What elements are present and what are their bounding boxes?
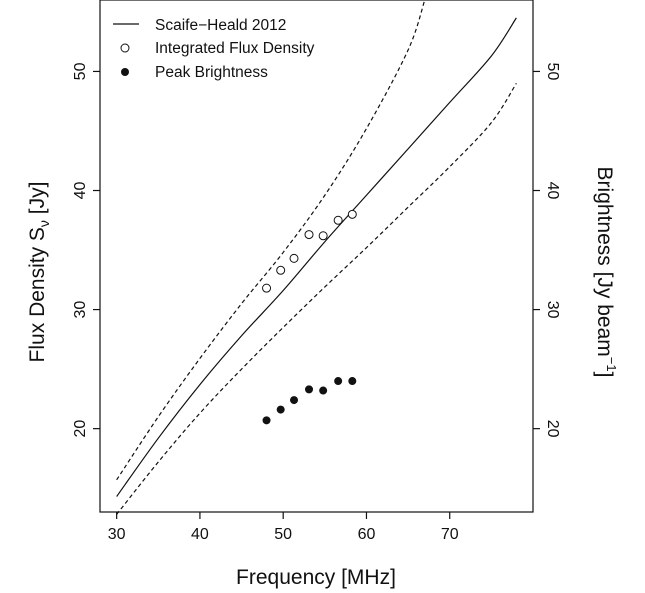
y-tick-label: 40 bbox=[72, 182, 89, 200]
y2-tick-label: 30 bbox=[544, 301, 561, 319]
integrated-flux-point bbox=[276, 265, 286, 275]
y-tick-label: 50 bbox=[72, 62, 89, 80]
model-curve bbox=[116, 17, 517, 497]
legend: Scaife−Heald 2012 Integrated Flux Densit… bbox=[113, 17, 315, 81]
x-tick-label: 50 bbox=[274, 526, 292, 543]
y-axis-left: 20 30 40 50 bbox=[72, 62, 100, 438]
x-axis-title: Frequency [MHz] bbox=[236, 566, 396, 589]
integrated-flux-point bbox=[304, 230, 314, 240]
legend-open-circle-marker bbox=[120, 43, 130, 53]
uncertainty-curve-1 bbox=[116, 0, 426, 481]
plot-frame bbox=[99, 0, 534, 513]
legend-label-model: Scaife−Heald 2012 bbox=[155, 17, 286, 34]
y2-tick-label: 20 bbox=[544, 420, 561, 438]
integrated-flux-point bbox=[289, 253, 299, 263]
y-axis-right: 20 30 40 50 bbox=[533, 63, 561, 438]
points-layer bbox=[262, 209, 357, 425]
peak-brightness-point bbox=[262, 416, 271, 425]
x-tick-label: 70 bbox=[441, 526, 459, 543]
y-axis-title: Flux Density Sν [Jy] bbox=[26, 182, 52, 363]
curves-layer bbox=[116, 0, 517, 515]
y2-tick-label: 50 bbox=[544, 63, 561, 81]
y-tick-label: 20 bbox=[72, 420, 89, 438]
y-axis-title-subscript: ν bbox=[36, 220, 52, 227]
integrated-flux-point bbox=[262, 283, 272, 293]
legend-filled-circle-marker bbox=[121, 68, 129, 76]
x-tick-label: 40 bbox=[191, 526, 209, 543]
integrated-flux-point bbox=[333, 215, 343, 225]
integrated-flux-point bbox=[318, 231, 328, 241]
peak-brightness-point bbox=[276, 405, 285, 414]
peak-brightness-point bbox=[348, 377, 357, 386]
peak-brightness-point bbox=[334, 377, 343, 386]
x-axis: 30 40 50 60 70 bbox=[108, 512, 459, 543]
x-tick-label: 60 bbox=[358, 526, 376, 543]
peak-brightness-point bbox=[319, 386, 328, 395]
legend-label-peak: Peak Brightness bbox=[155, 64, 268, 81]
integrated-flux-point bbox=[347, 209, 357, 219]
y-tick-label: 30 bbox=[72, 301, 89, 319]
y2-axis-title: Brightness [Jy beam−1] bbox=[593, 167, 619, 378]
y2-tick-label: 40 bbox=[544, 182, 561, 200]
peak-brightness-point bbox=[290, 396, 299, 405]
uncertainty-curve-2 bbox=[116, 83, 517, 515]
peak-brightness-point bbox=[305, 385, 314, 394]
legend-label-integrated: Integrated Flux Density bbox=[155, 40, 315, 57]
y2-axis-title-superscript: −1 bbox=[604, 357, 619, 372]
x-tick-label: 30 bbox=[108, 526, 126, 543]
